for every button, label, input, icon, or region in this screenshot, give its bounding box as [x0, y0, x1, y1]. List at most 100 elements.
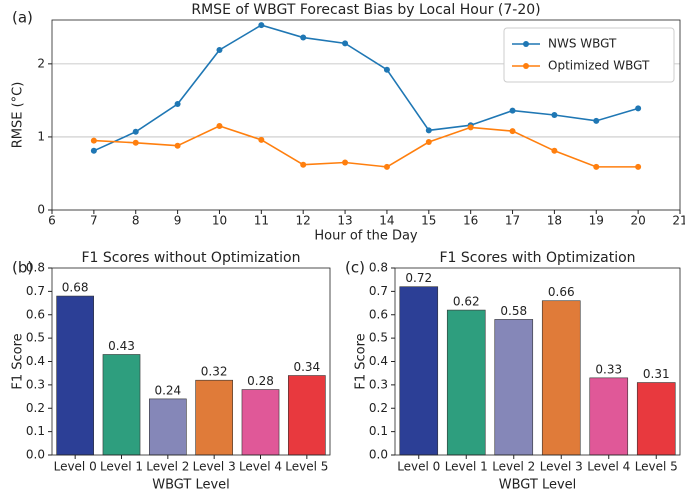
x-tick-label: 17 — [505, 214, 520, 228]
value-label: 0.58 — [500, 304, 527, 318]
x-tick-label: Level 5 — [635, 460, 678, 474]
x-tick-label: Level 1 — [100, 460, 143, 474]
x-tick-label: 16 — [463, 214, 478, 228]
bar — [102, 354, 141, 456]
point — [258, 136, 265, 143]
legend-marker — [523, 41, 529, 47]
value-label: 0.28 — [247, 374, 274, 388]
point — [593, 163, 600, 170]
value-label: 0.43 — [108, 339, 135, 353]
value-label: 0.68 — [62, 281, 89, 295]
y-tick-label: 0.2 — [369, 401, 388, 415]
x-tick-label: 14 — [379, 214, 394, 228]
legend-label: Optimized WBGT — [548, 59, 650, 73]
value-label: 0.31 — [643, 367, 670, 381]
x-tick-label: 8 — [132, 214, 140, 228]
y-tick-label: 0.0 — [26, 448, 45, 462]
point — [509, 128, 516, 135]
y-axis-label: F1 Score — [354, 333, 369, 389]
point — [90, 147, 97, 154]
chart-title: RMSE of WBGT Forecast Bias by Local Hour… — [191, 2, 540, 18]
y-tick-label: 0.4 — [26, 354, 45, 368]
x-tick-label: Level 4 — [239, 460, 282, 474]
point — [216, 122, 223, 129]
chart-title: F1 Scores without Optimization — [81, 250, 300, 266]
legend-marker — [523, 63, 529, 69]
x-tick-label: 7 — [90, 214, 98, 228]
y-tick-label: 0.0 — [369, 448, 388, 462]
y-tick-label: 0.6 — [26, 307, 45, 321]
legend-label: NWS WBGT — [548, 37, 617, 51]
bar — [589, 377, 629, 456]
x-tick-label: 15 — [421, 214, 436, 228]
y-tick-label: 0.1 — [369, 424, 388, 438]
x-tick-label: 20 — [630, 214, 645, 228]
plot-frame — [51, 19, 681, 211]
y-tick-label: 0.3 — [369, 377, 388, 391]
x-tick-label: Level 1 — [445, 460, 488, 474]
point — [383, 66, 390, 73]
bar — [541, 300, 581, 456]
point — [593, 117, 600, 124]
point — [467, 124, 474, 131]
x-tick-label: Level 4 — [587, 460, 630, 474]
y-tick-label: 0.6 — [369, 307, 388, 321]
y-tick-label: 0.5 — [369, 331, 388, 345]
point — [425, 139, 432, 146]
x-tick-label: Level 3 — [193, 460, 236, 474]
x-axis-label: WBGT Level — [152, 478, 230, 491]
point — [551, 112, 558, 118]
y-tick-label: 0.7 — [26, 284, 45, 298]
bar — [287, 375, 326, 456]
x-tick-label: 13 — [337, 214, 352, 228]
plot-frame — [394, 267, 681, 456]
x-tick-label: 11 — [254, 214, 269, 228]
value-label: 0.32 — [201, 365, 228, 379]
y-tick-label: 0.8 — [369, 261, 388, 275]
point — [216, 46, 223, 53]
panel-label: (c) — [345, 259, 365, 277]
y-tick-label: 0.4 — [369, 354, 388, 368]
panel-label: (b) — [12, 259, 33, 277]
x-tick-label: Level 2 — [492, 460, 535, 474]
x-tick-label: Level 2 — [146, 460, 189, 474]
x-tick-label: 6 — [48, 214, 56, 228]
x-tick-label: Level 5 — [285, 460, 328, 474]
y-tick-label: 0.2 — [26, 401, 45, 415]
bar — [399, 286, 439, 456]
value-label: 0.24 — [154, 383, 181, 397]
y-axis-label: RMSE (°C) — [11, 82, 26, 149]
y-axis-label: F1 Score — [11, 333, 26, 389]
y-tick-label: 1 — [37, 129, 45, 143]
point — [90, 137, 97, 144]
point — [425, 127, 432, 134]
series-line — [93, 24, 639, 152]
point — [342, 159, 349, 166]
bar — [195, 379, 233, 456]
bar — [446, 309, 486, 456]
bar — [636, 382, 676, 456]
x-tick-label: 12 — [296, 214, 311, 228]
point — [383, 163, 390, 170]
bar — [56, 295, 95, 456]
point — [342, 40, 349, 47]
series-line — [93, 125, 639, 168]
point — [300, 161, 307, 168]
plot-frame — [51, 267, 331, 456]
x-tick-label: Level 3 — [540, 460, 583, 474]
value-label: 0.72 — [405, 271, 432, 285]
x-tick-label: 9 — [174, 214, 182, 228]
value-label: 0.33 — [595, 362, 622, 376]
point — [174, 101, 181, 108]
y-tick-label: 0.5 — [26, 331, 45, 345]
point — [132, 128, 139, 135]
bar — [149, 398, 187, 456]
bar — [241, 389, 280, 456]
bar — [494, 319, 534, 456]
point — [300, 34, 307, 41]
point — [258, 22, 265, 29]
x-tick-label: 19 — [589, 214, 604, 228]
x-axis-label: Hour of the Day — [314, 229, 418, 244]
x-tick-label: 18 — [547, 214, 562, 228]
